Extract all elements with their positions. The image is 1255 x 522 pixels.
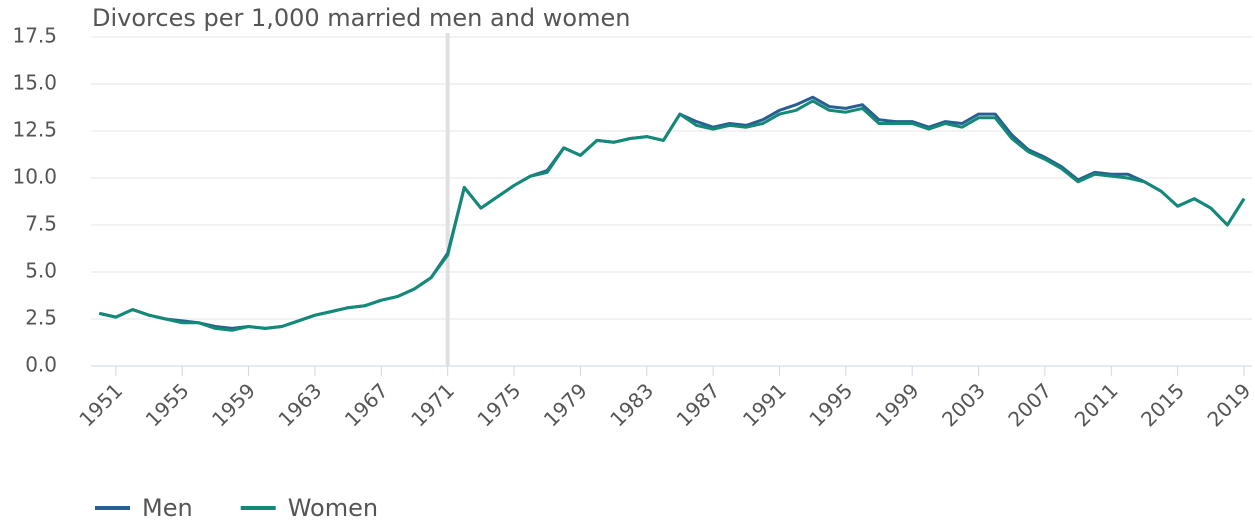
y-tick-label: 17.5	[12, 24, 57, 48]
x-tick-label: 1999	[871, 378, 924, 431]
x-tick-label: 1963	[273, 378, 326, 431]
x-tick-label: 2015	[1136, 378, 1189, 431]
x-tick-label: 2011	[1070, 378, 1123, 431]
x-tick-label: 1991	[738, 378, 791, 431]
y-tick-label: 12.5	[12, 118, 57, 142]
x-tick-label: 2003	[937, 378, 990, 431]
x-tick-label: 1983	[605, 378, 658, 431]
y-tick-label: 5.0	[25, 259, 57, 283]
y-tick-label: 15.0	[12, 71, 57, 95]
x-tick-label: 1951	[74, 378, 127, 431]
y-tick-label: 2.5	[25, 306, 57, 330]
x-tick-label: 2007	[1003, 378, 1056, 431]
y-tick-label: 10.0	[12, 165, 57, 189]
x-tick-label: 1971	[406, 378, 459, 431]
x-tick-label: 1959	[207, 378, 260, 431]
legend-label: Men	[142, 494, 193, 522]
x-tick-label: 2019	[1202, 378, 1255, 431]
series-line	[98, 99, 1246, 332]
x-tick-label: 1987	[672, 378, 725, 431]
legend-label: Women	[288, 494, 378, 522]
y-tick-label: 0.0	[25, 353, 57, 377]
x-tick-label: 1995	[804, 378, 857, 431]
x-tick-label: 1979	[539, 378, 592, 431]
x-tick-label: 1975	[473, 378, 526, 431]
x-tick-label: 1967	[340, 378, 393, 431]
series-line	[98, 95, 1246, 330]
y-tick-label: 7.5	[25, 212, 57, 236]
chart-title: Divorces per 1,000 married men and women	[92, 4, 630, 32]
x-tick-label: 1955	[141, 378, 194, 431]
